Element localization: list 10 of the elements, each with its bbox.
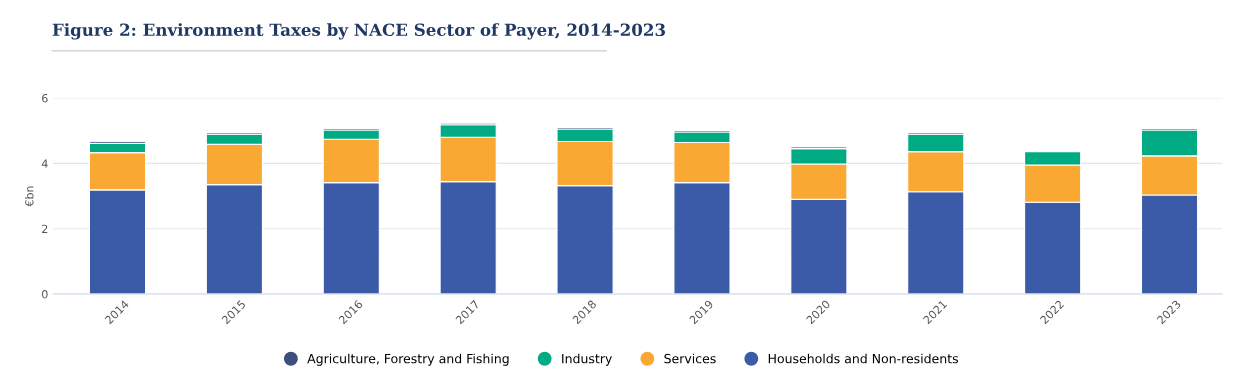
legend-label: Agriculture, Forestry and Fishing: [307, 353, 509, 366]
y-axis-title: €bn: [24, 186, 34, 207]
legend-label: Industry: [562, 353, 612, 366]
chart-title: Figure 2: Environment Taxes by NACE Sector of Payer, 2014-2023: [52, 23, 665, 40]
legend-label: Services: [664, 353, 716, 364]
y-tick-label: 4: [41, 159, 48, 168]
y-tick-label: 0: [41, 290, 48, 299]
y-tick-label: 2: [42, 224, 48, 233]
y-tick-label: 6: [42, 93, 48, 103]
legend-label: Households and Non-residents: [768, 353, 958, 364]
